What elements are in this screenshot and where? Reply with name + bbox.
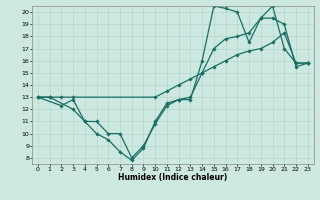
X-axis label: Humidex (Indice chaleur): Humidex (Indice chaleur) bbox=[118, 173, 228, 182]
